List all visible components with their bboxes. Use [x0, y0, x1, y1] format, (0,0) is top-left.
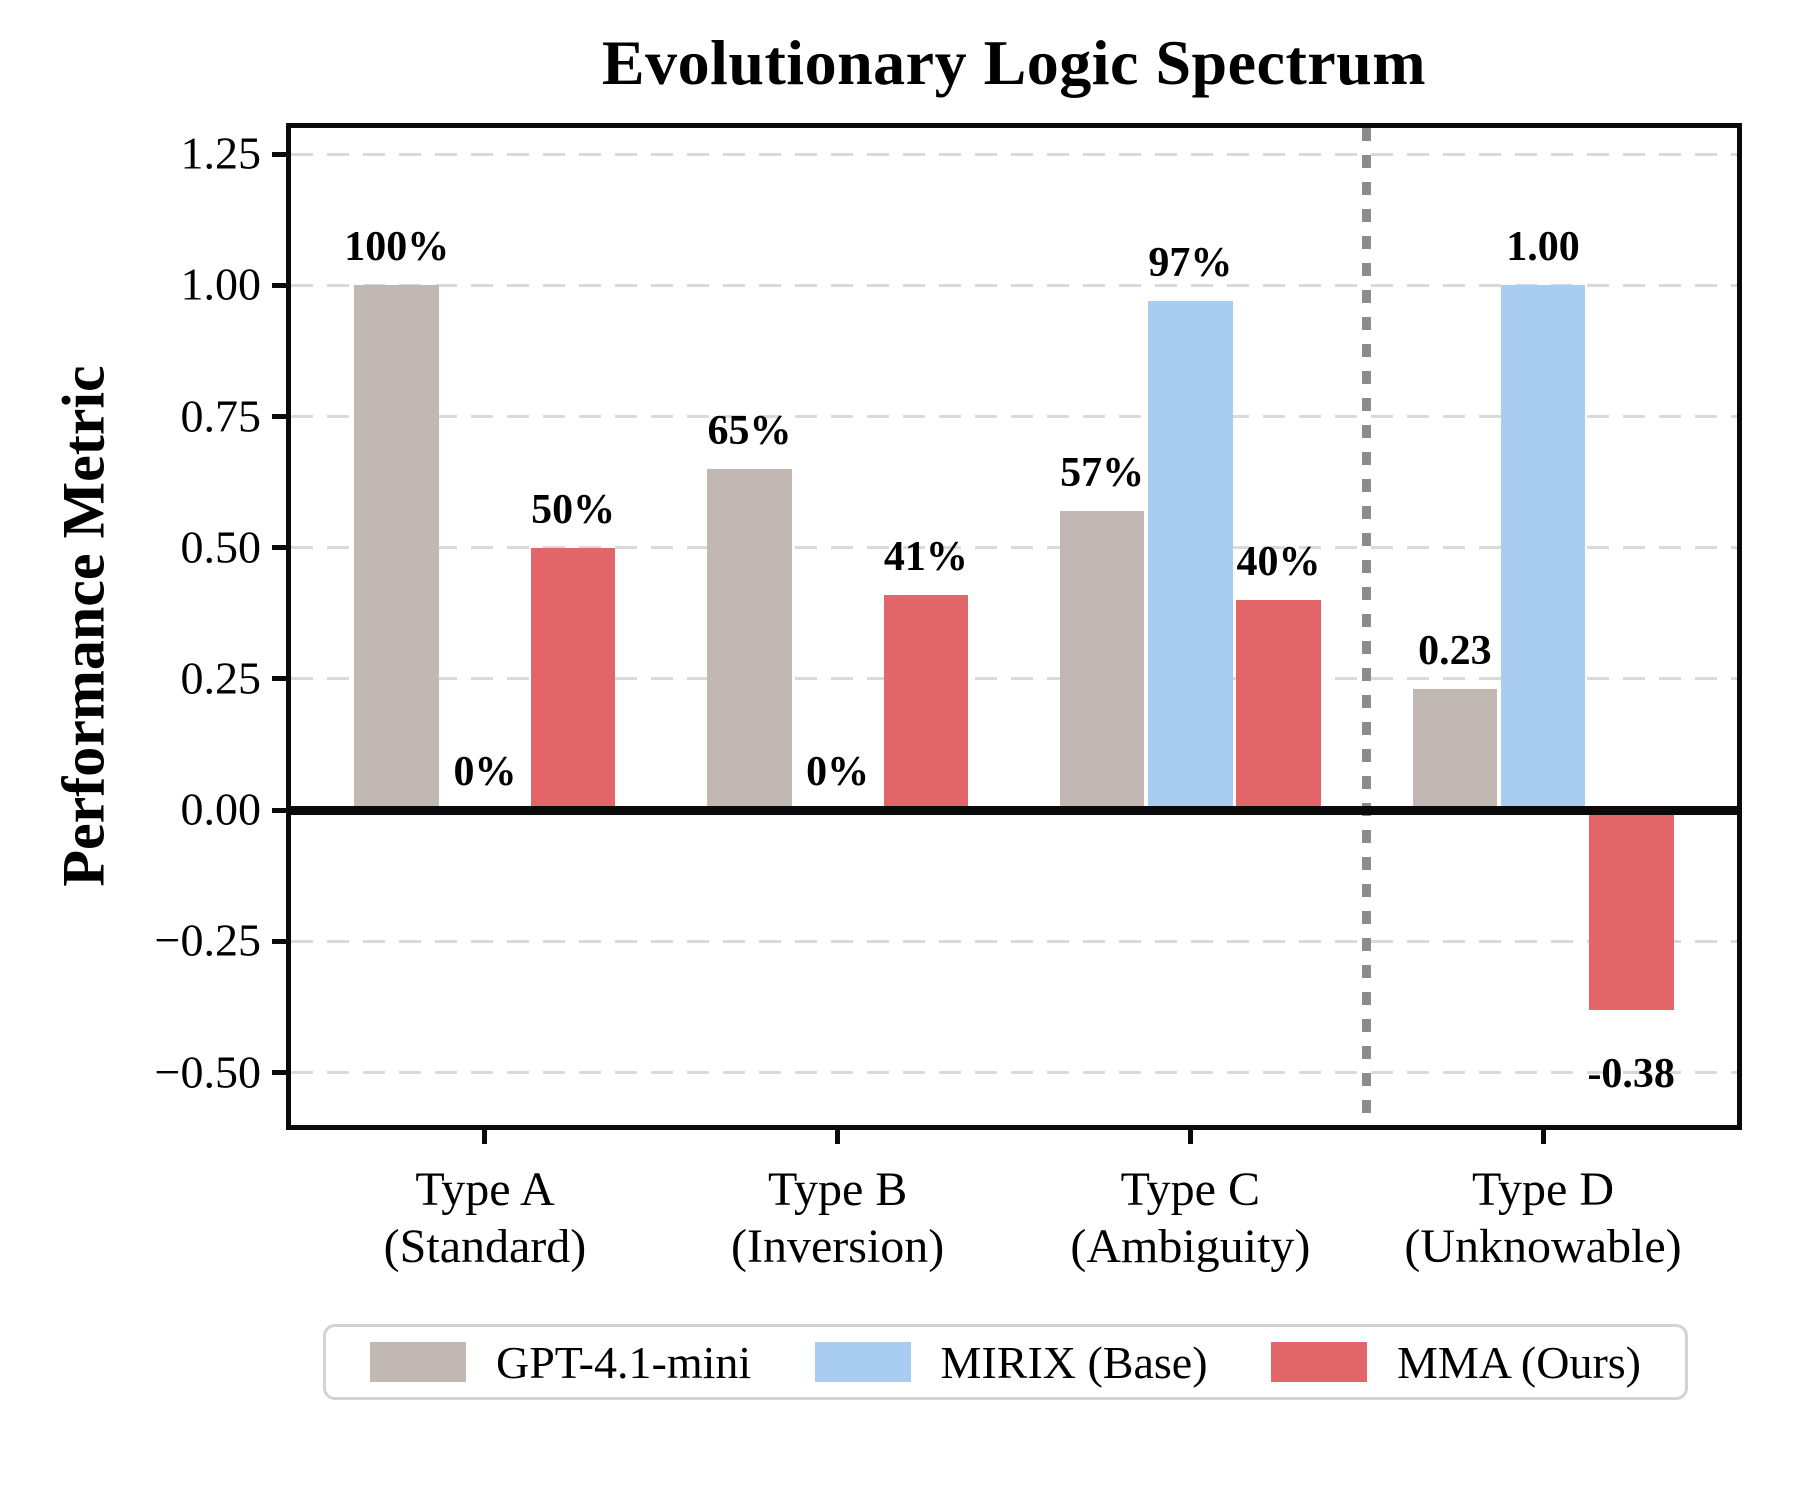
- bar-mma-ours-type-a: [530, 547, 616, 811]
- value-label-mirix-base-type-a: 0%: [453, 749, 517, 796]
- bar-mirix-base-type-d: [1500, 285, 1586, 811]
- value-label-mma-ours-type-a: 50%: [531, 486, 616, 533]
- category-separator-line: [1362, 128, 1372, 1125]
- x-axis-tick: [835, 1130, 841, 1144]
- bar-mma-ours-type-d: [1588, 810, 1674, 1010]
- x-tick-label-line: (Unknowable): [1404, 1219, 1682, 1273]
- gridline-y-1.25: [291, 152, 1737, 156]
- x-tick-label-type-a: Type A (Standard): [275, 1162, 695, 1275]
- gridline-y-0.5: [291, 546, 1737, 550]
- y-axis-tick: [272, 807, 286, 813]
- value-label-mirix-base-type-d: 1.00: [1506, 224, 1580, 271]
- gridline-y-0.25: [291, 677, 1737, 681]
- legend-swatch-gpt-4-1-mini: [370, 1342, 466, 1382]
- y-axis-tick: [272, 545, 286, 551]
- y-tick-label: 0.25: [180, 652, 262, 704]
- value-label-gpt-4-1-mini-type-a: 100%: [344, 224, 450, 271]
- legend: GPT-4.1-mini MIRIX (Base) MMA (Ours): [323, 1324, 1688, 1400]
- x-tick-label-type-c: Type C (Ambiguity): [980, 1162, 1400, 1275]
- gridline-y-0.75: [291, 415, 1737, 419]
- legend-item-gpt-4-1-mini: GPT-4.1-mini: [370, 1336, 751, 1389]
- legend-swatch-mma-ours: [1270, 1342, 1367, 1382]
- x-tick-label-line: (Inversion): [731, 1219, 945, 1273]
- y-axis-tick: [272, 151, 286, 157]
- x-axis-tick: [1540, 1130, 1546, 1144]
- x-axis-tick: [482, 1130, 488, 1144]
- value-label-mirix-base-type-c: 97%: [1148, 240, 1233, 287]
- value-label-gpt-4-1-mini-type-d: 0.23: [1418, 628, 1492, 675]
- y-axis-tick: [272, 414, 286, 420]
- y-axis-tick: [272, 938, 286, 944]
- value-label-gpt-4-1-mini-type-c: 57%: [1060, 450, 1145, 497]
- value-label-mma-ours-type-b: 41%: [883, 534, 968, 581]
- value-label-mma-ours-type-d: -0.38: [1587, 1050, 1675, 1097]
- value-label-mirix-base-type-b: 0%: [806, 749, 870, 796]
- legend-label: GPT-4.1-mini: [496, 1336, 752, 1388]
- bar-mirix-base-type-c: [1148, 301, 1233, 811]
- x-tick-label-line: Type D: [1472, 1163, 1614, 1216]
- y-axis-tick: [272, 1070, 286, 1076]
- zero-axis-line: [291, 805, 1737, 815]
- gridline-y--0.25: [291, 939, 1737, 943]
- gridline-y--0.5: [291, 1071, 1737, 1075]
- y-tick-label: 1.00: [180, 258, 262, 310]
- x-tick-label-line: Type B: [768, 1163, 908, 1216]
- legend-item-mirix-base: MIRIX (Base): [814, 1336, 1208, 1389]
- legend-swatch-mirix-base: [814, 1342, 911, 1382]
- bar-gpt-4-1-mini-type-d: [1412, 689, 1498, 811]
- legend-label: MMA (Ours): [1396, 1336, 1641, 1388]
- x-tick-label-line: (Standard): [383, 1219, 587, 1273]
- value-label-gpt-4-1-mini-type-b: 65%: [707, 408, 792, 455]
- value-label-mma-ours-type-c: 40%: [1236, 539, 1321, 586]
- bar-gpt-4-1-mini-type-a: [354, 285, 440, 811]
- legend-item-mma-ours: MMA (Ours): [1270, 1336, 1641, 1389]
- chart-title: Evolutionary Logic Spectrum: [601, 27, 1427, 98]
- y-tick-label: −0.50: [154, 1045, 261, 1097]
- y-tick-label: 0.75: [180, 390, 262, 442]
- bar-mma-ours-type-b: [883, 595, 969, 811]
- x-axis-tick: [1187, 1130, 1193, 1144]
- y-axis-tick: [272, 282, 286, 288]
- gridline-y-1: [291, 283, 1737, 287]
- x-tick-label-type-b: Type B (Inversion): [628, 1162, 1048, 1275]
- y-tick-label: 0.50: [180, 521, 262, 573]
- legend-label: MIRIX (Base): [940, 1336, 1208, 1388]
- bar-gpt-4-1-mini-type-b: [707, 469, 792, 811]
- y-axis-tick: [272, 676, 286, 682]
- bar-gpt-4-1-mini-type-c: [1059, 511, 1145, 811]
- plot-area: 1.25 1.00 0.75 0.50 0.25 0.00 −0.25 −0.50 100% 65…: [155, 123, 1742, 1273]
- y-tick-label: −0.25: [154, 914, 261, 966]
- x-tick-label-type-d: Type D (Unknowable): [1333, 1162, 1753, 1275]
- y-tick-label: 0.00: [180, 783, 262, 835]
- y-tick-label: 1.25: [180, 127, 262, 179]
- bar-mma-ours-type-c: [1236, 600, 1321, 811]
- x-tick-label-line: Type C: [1120, 1163, 1260, 1216]
- x-tick-label-line: Type A: [415, 1163, 555, 1216]
- x-tick-label-line: (Ambiguity): [1070, 1219, 1311, 1273]
